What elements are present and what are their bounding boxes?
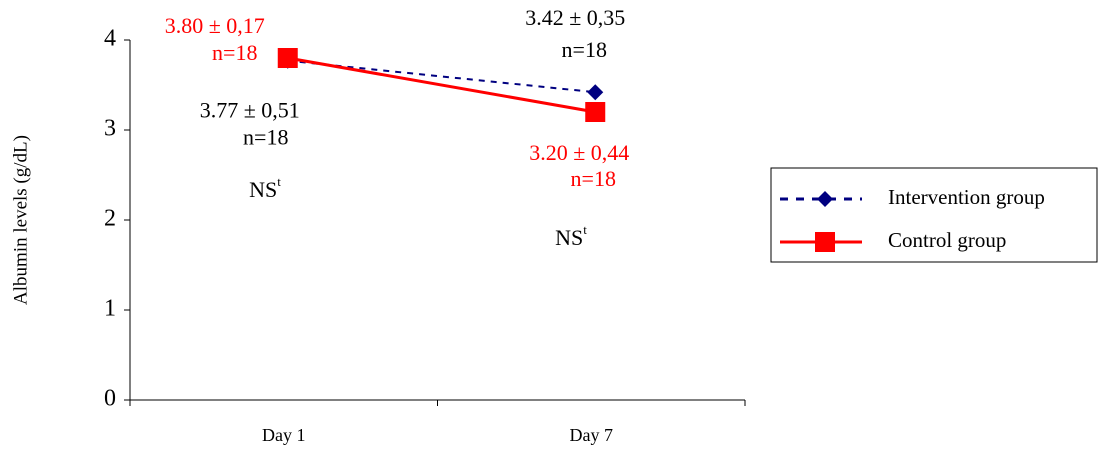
annotation-text: NS — [249, 177, 277, 202]
legend-label: Control group — [888, 228, 1006, 252]
y-tick-label: 3 — [104, 116, 116, 142]
n-label: n=18 — [571, 166, 616, 191]
legend-marker — [817, 191, 833, 207]
n-label: n=18 — [562, 37, 607, 62]
value-label: 3.80 ± 0,17 — [165, 13, 265, 38]
annotation-superscript: t — [583, 222, 587, 237]
marker — [277, 48, 298, 68]
legend-marker — [815, 232, 835, 252]
y-tick-label: 1 — [104, 296, 116, 322]
value-label: 3.20 ± 0,44 — [529, 140, 629, 165]
annotation-text: NS — [555, 225, 583, 250]
legend-label: Intervention group — [888, 185, 1045, 209]
value-label: 3.42 ± 0,35 — [525, 5, 625, 30]
annotation: NSt — [249, 174, 281, 202]
y-tick-label: 2 — [104, 206, 116, 232]
marker — [585, 102, 606, 122]
n-label: n=18 — [212, 40, 257, 65]
x-tick-label: Day 7 — [570, 425, 614, 445]
annotation-superscript: t — [277, 174, 281, 189]
value-label: 3.77 ± 0,51 — [200, 98, 300, 123]
y-tick-label: 0 — [104, 386, 116, 412]
x-tick-label: Day 1 — [262, 425, 306, 445]
series-line — [287, 56, 596, 114]
y-tick-label: 4 — [104, 26, 116, 52]
marker — [587, 84, 604, 101]
n-label: n=18 — [243, 125, 288, 150]
annotation: NSt — [555, 222, 587, 250]
y-axis-title: Albumin levels (g/dL) — [10, 135, 31, 305]
